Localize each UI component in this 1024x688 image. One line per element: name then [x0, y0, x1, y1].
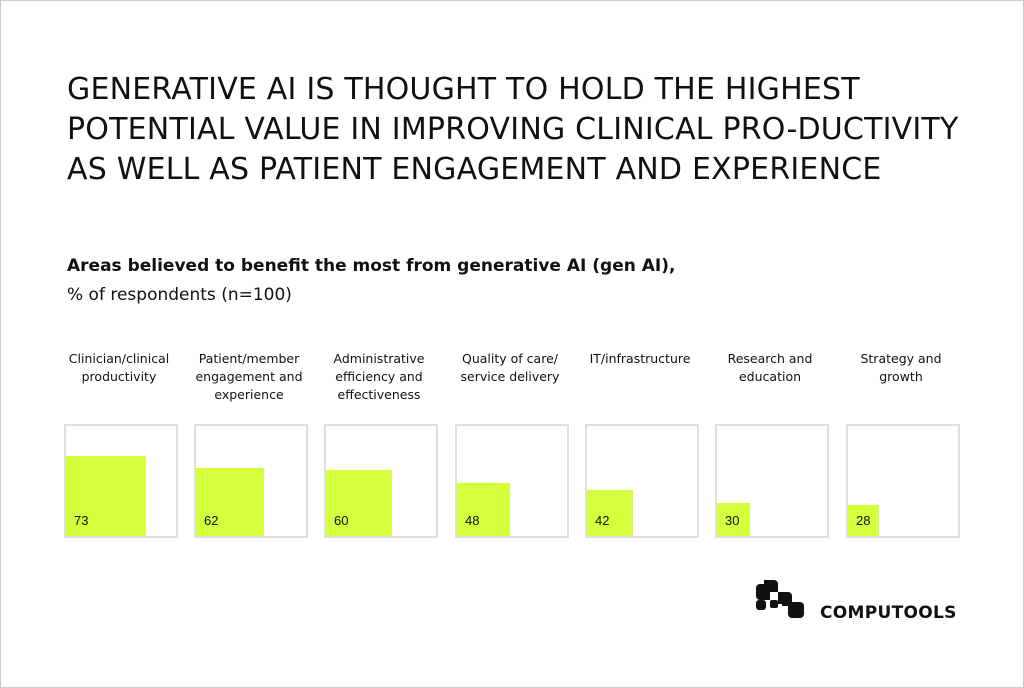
bar-frame: 73 — [64, 424, 178, 538]
data-label: 73 — [74, 513, 89, 528]
category-label: Strategy and growth — [860, 351, 942, 384]
data-label: 30 — [725, 513, 740, 528]
bar — [717, 503, 750, 536]
bar — [457, 483, 510, 536]
category-label: Clinician/clinical productivity — [68, 351, 170, 384]
subtitle-main: Areas believed to benefit the most from … — [67, 256, 676, 276]
computools-logo-icon — [756, 580, 804, 618]
bar-frame: 48 — [455, 424, 569, 538]
data-label: 48 — [465, 513, 480, 528]
bar-frame: 62 — [194, 424, 308, 538]
subtitle-note: % of respondents (n=100) — [67, 285, 292, 305]
data-label: 28 — [856, 513, 871, 528]
bar-frame: 60 — [324, 424, 438, 538]
category-label: Research and education — [727, 351, 813, 384]
bar-frame: 42 — [585, 424, 699, 538]
bar — [196, 467, 265, 536]
data-label: 62 — [204, 513, 219, 528]
data-label: 60 — [334, 513, 349, 528]
bar-frame: 30 — [715, 424, 829, 538]
bar — [326, 470, 392, 536]
bar-frame: 28 — [846, 424, 960, 538]
bar — [587, 489, 634, 536]
bar — [66, 455, 147, 536]
data-label: 42 — [595, 513, 610, 528]
category-label: Patient/member engagement and experience — [195, 351, 303, 402]
category-label: Administrative efficiency and effectiven… — [333, 351, 425, 402]
category-label: IT/infrastructure — [589, 351, 691, 366]
category-label: Quality of care/ service delivery — [460, 351, 560, 384]
chart-subtitle: Areas believed to benefit the most from … — [67, 252, 675, 310]
brand-name: COMPUTOOLS — [820, 603, 957, 623]
bar — [848, 505, 879, 536]
chart-title: GENERATIVE AI IS THOUGHT TO HOLD THE HIG… — [67, 72, 959, 187]
